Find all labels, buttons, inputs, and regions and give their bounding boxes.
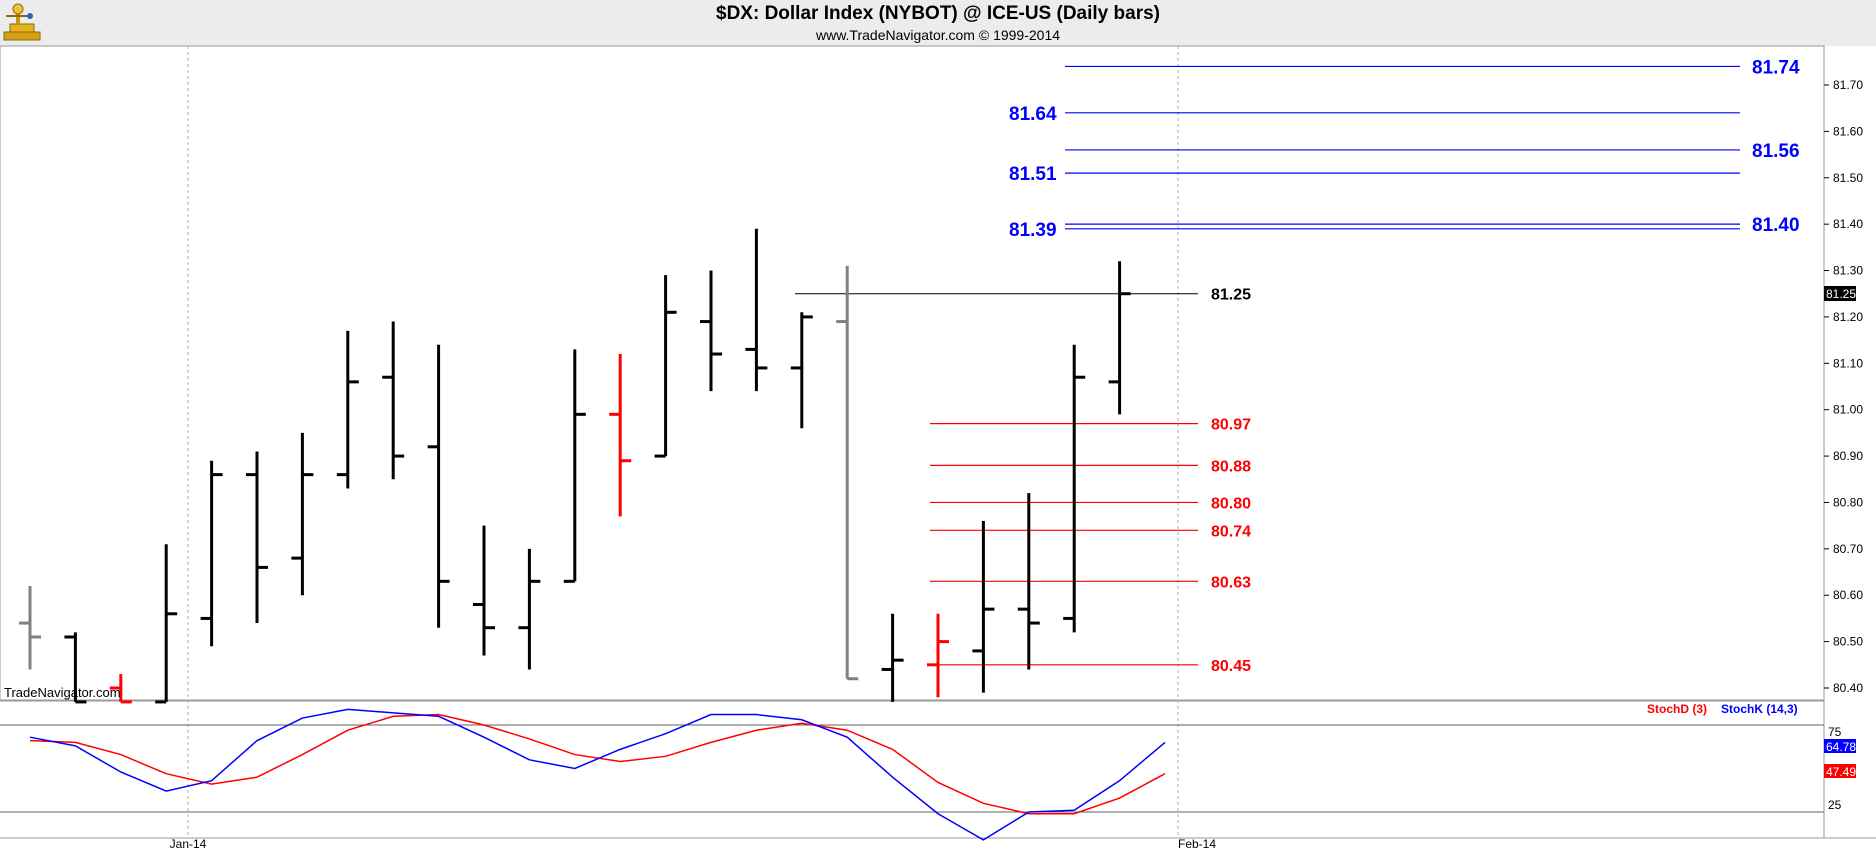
price-tick-label: 80.90: [1833, 449, 1863, 463]
price-panel-frame: [0, 45, 1825, 701]
legend-stochk: StochK (14,3): [1721, 702, 1798, 716]
stochastic-lines: [29, 708, 1166, 841]
ohlc-bar: [881, 613, 904, 702]
ohlc-bar: [19, 585, 41, 670]
stochk-tag-bg: [1824, 739, 1856, 753]
stoch-tick-25: 25: [1828, 798, 1842, 812]
x-tick-label-jan: Jan-14: [170, 837, 207, 851]
ohlc-bar: [927, 613, 949, 698]
x-tick-label-feb: Feb-14: [1178, 837, 1216, 851]
ohlc-bar: [109, 674, 132, 704]
blue-level-label: 81.39: [1009, 220, 1057, 241]
red-level-label: 80.80: [1211, 495, 1251, 512]
ohlc-bar: [1063, 344, 1086, 633]
ohlc-bar: [654, 275, 677, 458]
ohlc-bar: [609, 354, 632, 517]
ohlc-bar: [836, 265, 859, 681]
price-tick-label: 81.70: [1833, 78, 1863, 92]
ohlc-bar: [745, 228, 768, 392]
black-level-label: 81.25: [1211, 287, 1251, 304]
stochk-last-tag: 64.78: [1826, 740, 1856, 754]
red-level-label: 80.45: [1211, 658, 1251, 675]
ohlc-bar: [200, 460, 223, 647]
price-tick-label: 81.60: [1833, 124, 1863, 138]
stochd-line: [29, 713, 1166, 815]
ohlc-bar: [518, 548, 541, 670]
ohlc-bar: [246, 451, 268, 624]
red-level-label: 80.63: [1211, 574, 1251, 591]
price-tick-label: 80.50: [1833, 635, 1863, 649]
blue-level-label: 81.40: [1752, 215, 1800, 236]
trade-navigator-logo-icon: [3, 3, 41, 41]
ohlc-bar: [972, 521, 995, 693]
ohlc-bars: [19, 228, 1131, 704]
price-tick-label: 80.40: [1833, 681, 1863, 695]
chart-title: $DX: Dollar Index (NYBOT) @ ICE-US (Dail…: [716, 3, 1160, 24]
price-tick-label: 81.00: [1833, 403, 1863, 417]
ohlc-bar: [382, 321, 405, 480]
chart-header: $DX: Dollar Index (NYBOT) @ ICE-US (Dail…: [0, 0, 1876, 46]
ohlc-bar: [790, 312, 813, 429]
blue-level-label: 81.56: [1752, 141, 1800, 162]
price-tick-label: 81.30: [1833, 264, 1863, 278]
ohlc-bar: [1108, 261, 1131, 415]
stoch-tick-75: 75: [1828, 725, 1842, 739]
red-level-label: 80.74: [1211, 523, 1251, 540]
stochd-last-tag: 47.49: [1826, 765, 1856, 779]
price-tick-label: 80.70: [1833, 542, 1863, 556]
ohlc-bar: [427, 344, 450, 628]
ohlc-bar: [1017, 493, 1040, 670]
red-level-label: 80.88: [1211, 458, 1251, 475]
ohlc-bar: [336, 330, 359, 489]
chart-subtitle: www.TradeNavigator.com © 1999-2014: [815, 27, 1061, 43]
legend-stochd: StochD (3): [1647, 702, 1707, 716]
price-tick-label: 81.10: [1833, 356, 1863, 370]
price-tick-label: 81.50: [1833, 171, 1863, 185]
blue-level-label: 81.51: [1009, 164, 1057, 185]
ohlc-bar: [700, 270, 722, 392]
price-levels: 81.74 81.64 81.56 81.51 81.40 81.39 80.97 80.88…: [795, 57, 1800, 675]
ohlc-bar: [64, 632, 87, 704]
watermark: TradeNavigator.com: [4, 685, 121, 700]
price-tick-label: 80.60: [1833, 588, 1863, 602]
blue-level-label: 81.64: [1009, 104, 1057, 125]
last-price-tag-bg: [1824, 286, 1856, 301]
last-price-tag: 81.25: [1826, 287, 1856, 301]
price-tick-label: 80.80: [1833, 495, 1863, 509]
price-tick-label: 81.40: [1833, 217, 1863, 231]
ohlc-bar: [155, 544, 178, 704]
ohlc-bar: [291, 432, 314, 596]
price-axis: 80.40 80.50 80.60 80.70 80.80 80.90 81.00 81.10…: [1824, 78, 1863, 695]
stochk-line: [29, 708, 1166, 841]
red-level-label: 80.97: [1211, 417, 1251, 434]
ohlc-bar: [473, 525, 495, 656]
blue-level-label: 81.74: [1752, 57, 1800, 78]
price-tick-label: 81.20: [1833, 310, 1863, 324]
stochd-tag-bg: [1824, 764, 1856, 778]
ohlc-bar: [563, 349, 586, 583]
